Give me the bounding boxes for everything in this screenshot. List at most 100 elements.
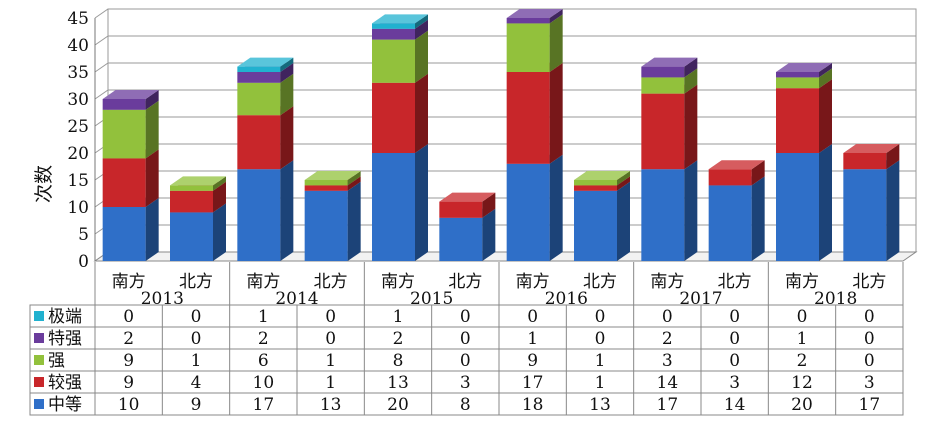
y-tick-label: 35 — [67, 63, 89, 83]
data-table-cell: 18 — [522, 395, 544, 415]
legend-label: 特强 — [48, 329, 82, 349]
y-tick-label: 15 — [67, 171, 89, 191]
data-table-cell: 0 — [527, 307, 538, 327]
x-subcategory-label: 南方 — [246, 272, 280, 292]
bar-segment-2-3 — [304, 180, 348, 186]
data-table-cell: 1 — [595, 351, 606, 371]
x-subcategory-label: 北方 — [718, 272, 752, 292]
bar-segment-0-6 — [506, 163, 550, 261]
data-table-cell: 9 — [191, 395, 202, 415]
data-table-cell: 0 — [662, 307, 673, 327]
bar-segment-0-8 — [641, 169, 685, 261]
x-year-label: 2013 — [141, 289, 184, 309]
bar-segment-2-0 — [102, 109, 146, 159]
legend-label: 极端 — [48, 307, 82, 327]
x-subcategory-label: 北方 — [179, 272, 213, 292]
data-table-cell: 2 — [123, 329, 134, 349]
bar-side-1-6 — [549, 63, 563, 164]
bar-top-2-1 — [170, 176, 226, 186]
bar-side-0-11 — [886, 160, 900, 261]
bar-side-0-7 — [617, 181, 630, 261]
data-table-cell: 0 — [797, 307, 808, 327]
bar-segment-2-8 — [641, 77, 685, 94]
bar-segment-3-6 — [506, 18, 550, 24]
bar-top-4-2 — [237, 57, 294, 67]
data-table-cell: 3 — [662, 351, 673, 371]
legend-label: 中等 — [48, 395, 82, 415]
data-table-cell: 3 — [460, 373, 471, 393]
legend-swatch-极端 — [34, 311, 44, 321]
data-table-cell: 3 — [864, 373, 875, 393]
bar-segment-0-11 — [843, 169, 887, 261]
bar-segment-3-2 — [237, 72, 281, 83]
bar-segment-1-6 — [506, 72, 550, 164]
bar-side-0-2 — [280, 160, 294, 261]
bar-segment-2-7 — [574, 180, 617, 186]
y-tick-label: 30 — [67, 90, 89, 110]
bar-segment-0-1 — [170, 212, 213, 261]
x-year-label: 2017 — [679, 289, 722, 309]
legend-swatch-较强 — [34, 377, 44, 387]
data-table-cell: 0 — [729, 307, 740, 327]
bar-side-2-10 — [819, 68, 832, 89]
bar-side-0-1 — [213, 203, 226, 261]
bar-side-1-7 — [617, 176, 630, 191]
data-table-cell: 3 — [729, 373, 740, 393]
data-table-cell: 2 — [258, 329, 269, 349]
x-subcategory-label: 北方 — [314, 272, 348, 292]
y-axis-label: 次数 — [33, 165, 55, 203]
bar-side-2-3 — [347, 171, 361, 186]
x-subcategory-label: 南方 — [785, 272, 819, 292]
data-table-cell: 9 — [527, 351, 538, 371]
data-table-cell: 9 — [123, 351, 134, 371]
data-table-cell: 0 — [864, 307, 875, 327]
x-subcategory-label: 北方 — [852, 272, 886, 292]
bar-side-0-3 — [347, 181, 361, 261]
y-tick-label: 25 — [67, 117, 89, 137]
bar-segment-2-2 — [237, 82, 281, 116]
bar-side-3-8 — [684, 57, 698, 78]
data-table-cell: 12 — [791, 373, 813, 393]
bar-side-0-6 — [549, 154, 563, 261]
y-tick-label: 45 — [67, 9, 89, 29]
bar-segment-2-6 — [506, 23, 550, 72]
gridline-40 — [94, 35, 916, 46]
legend-swatch-特强 — [34, 333, 44, 343]
data-table-cell: 10 — [253, 373, 275, 393]
y-tick-label: 10 — [67, 198, 89, 218]
bar-segment-0-0 — [102, 207, 146, 261]
x-subcategory-label: 南方 — [650, 272, 684, 292]
bar-top-3-6 — [506, 9, 563, 18]
bar-side-2-8 — [684, 68, 698, 94]
bar-segment-0-4 — [372, 153, 415, 261]
data-table-cell: 0 — [123, 307, 134, 327]
data-table-cell: 0 — [460, 307, 471, 327]
bar-segment-1-10 — [776, 88, 819, 153]
data-table-cell: 0 — [864, 329, 875, 349]
bar-side-0-5 — [482, 208, 496, 261]
bar-segment-4-2 — [237, 66, 281, 72]
data-table-cell: 0 — [729, 329, 740, 349]
data-table-cell: 17 — [657, 395, 679, 415]
bar-top-4-4 — [372, 14, 428, 24]
bar-segment-3-0 — [102, 99, 146, 110]
data-table-cell: 17 — [859, 395, 881, 415]
x-subcategory-label: 南方 — [381, 272, 415, 292]
bar-side-1-0 — [145, 149, 159, 207]
x-subcategory-label: 南方 — [112, 272, 146, 292]
x-year-label: 2015 — [410, 289, 453, 309]
data-table-cell: 1 — [258, 307, 269, 327]
bar-side-3-4 — [415, 19, 428, 40]
data-table-cell: 2 — [662, 329, 673, 349]
x-subcategory-label: 北方 — [448, 272, 482, 292]
data-table-cell: 1 — [393, 307, 404, 327]
bar-side-1-8 — [684, 84, 698, 170]
data-table-cell: 0 — [460, 351, 471, 371]
bar-segment-4-4 — [372, 23, 415, 29]
data-table-cell: 0 — [460, 329, 471, 349]
bar-side-1-10 — [819, 79, 832, 153]
bar-segment-0-3 — [304, 190, 348, 261]
data-table-cell: 0 — [191, 307, 202, 327]
bar-side-4-2 — [280, 57, 294, 72]
